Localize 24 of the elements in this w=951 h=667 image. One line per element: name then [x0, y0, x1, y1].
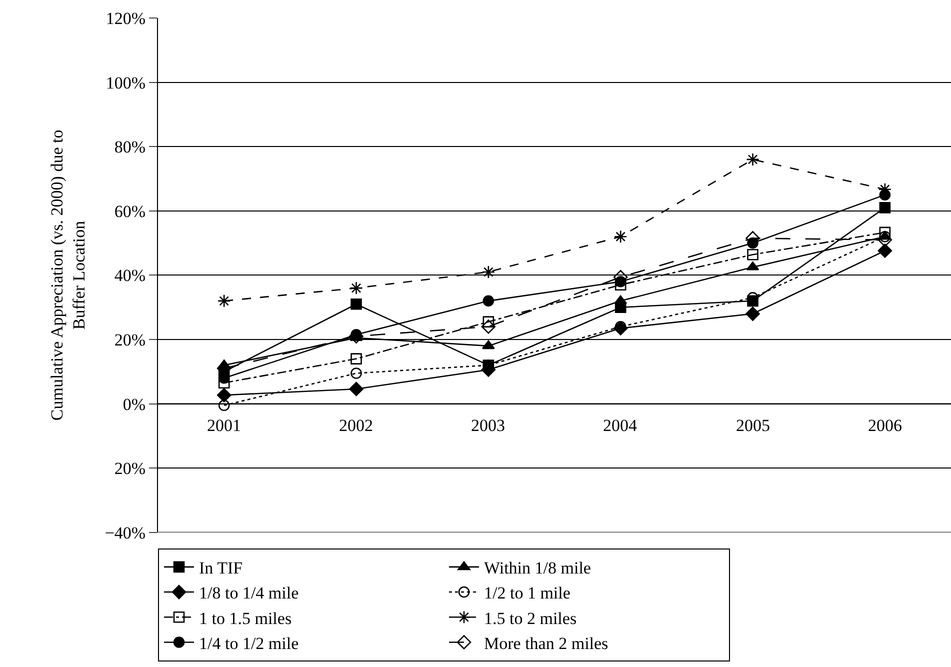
x-tick-label: 2006 [868, 416, 902, 435]
y-tick-label: −40% [104, 523, 146, 542]
y-tick-label: 60% [114, 202, 146, 221]
legend-label: Within 1/8 mile [484, 558, 591, 578]
y-tick-label: 20% [114, 459, 146, 478]
legend-label: 1/4 to 1/2 mile [199, 634, 299, 653]
x-tick-label: 2005 [736, 416, 770, 435]
y-tick-label: 40% [114, 266, 146, 286]
y-tick-label: 80% [114, 138, 146, 157]
y-tick-label: 100% [106, 73, 146, 92]
y-tick-label: 0% [122, 394, 146, 414]
legend-label: 1/8 to 1/4 mile [199, 584, 299, 603]
y-tick-label: 20% [114, 330, 146, 350]
x-tick-label: 2004 [603, 416, 638, 435]
x-tick-label: 2003 [471, 416, 505, 435]
legend-label: More than 2 miles [484, 634, 608, 653]
legend-label: In TIF [199, 558, 243, 578]
y-axis-title: Cumulative Appreciation (vs. 2000) due to Buffer Location [47, 130, 88, 421]
legend-label: 1/2 to 1 mile [484, 584, 570, 603]
x-tick-label: 2001 [207, 416, 241, 435]
legend-label: 1 to 1.5 miles [199, 608, 292, 628]
y-tick-label: 120% [106, 8, 146, 28]
legend-label: 1.5 to 2 miles [484, 608, 577, 628]
x-tick-label: 2002 [339, 416, 373, 435]
